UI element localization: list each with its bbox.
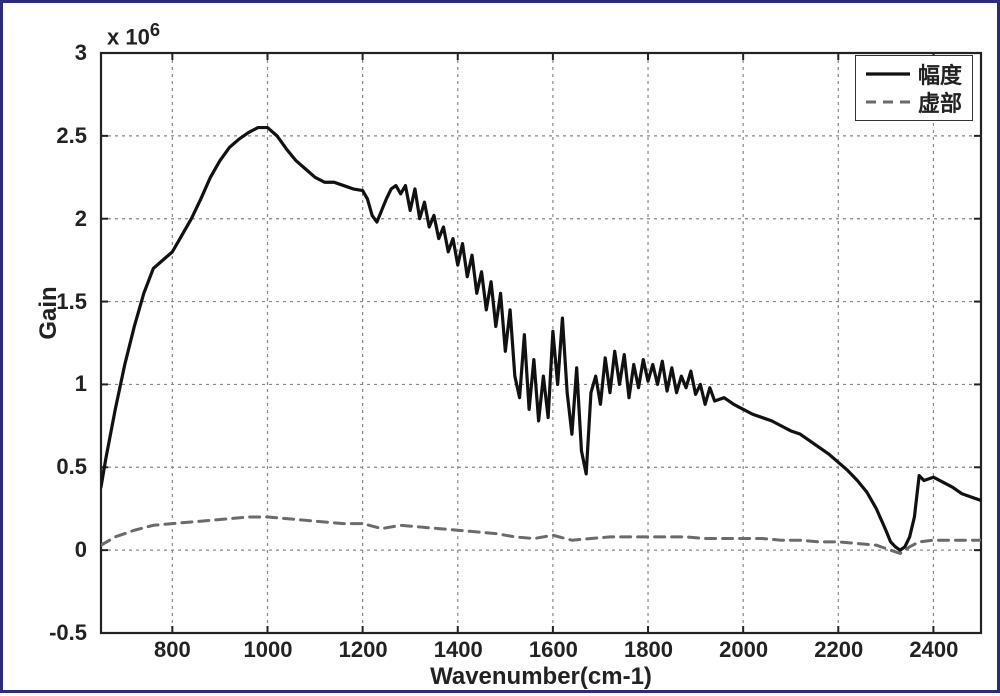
- xtick-label: 1000: [243, 637, 291, 663]
- series-imaginary: [101, 517, 981, 553]
- xtick-label: 800: [148, 637, 196, 663]
- outer-frame: 800 1000 1200 1400 1600 1800 2000 2200 2400 -0.5 0…: [0, 0, 1000, 693]
- xtick-label: 1800: [624, 637, 672, 663]
- ytick-label: 1: [75, 371, 87, 397]
- ytick-label: 2: [75, 206, 87, 232]
- xtick-label: 2200: [814, 637, 862, 663]
- series-group: [101, 128, 981, 554]
- ytick-label: 0.5: [56, 454, 87, 480]
- chart-svg: [3, 3, 1000, 696]
- exp-base: x 10: [107, 24, 150, 49]
- y-exponent-label: x 106: [107, 19, 160, 50]
- legend: 幅度虚部: [855, 55, 973, 121]
- ytick-label: 2.5: [56, 123, 87, 149]
- plot-area-border: [101, 53, 981, 633]
- ytick-label: -0.5: [49, 620, 87, 646]
- legend-label: 虚部: [918, 86, 962, 118]
- y-axis-label: Gain: [35, 253, 63, 373]
- legend-swatch-icon: [864, 92, 912, 112]
- exp-sup: 6: [150, 19, 160, 40]
- xtick-label: 1600: [529, 637, 577, 663]
- ytick-label: 0: [75, 537, 87, 563]
- ticks: [101, 53, 981, 633]
- xtick-label: 2400: [909, 637, 957, 663]
- series-magnitude: [101, 128, 981, 551]
- legend-row: 虚部: [864, 88, 962, 116]
- grid: [101, 53, 981, 633]
- legend-row: 幅度: [864, 60, 962, 88]
- legend-swatch-icon: [864, 64, 912, 84]
- xtick-label: 1400: [434, 637, 482, 663]
- x-axis-label: Wavenumber(cm-1): [421, 663, 661, 691]
- xtick-label: 1200: [339, 637, 387, 663]
- xtick-label: 2000: [719, 637, 767, 663]
- ytick-label: 3: [75, 40, 87, 66]
